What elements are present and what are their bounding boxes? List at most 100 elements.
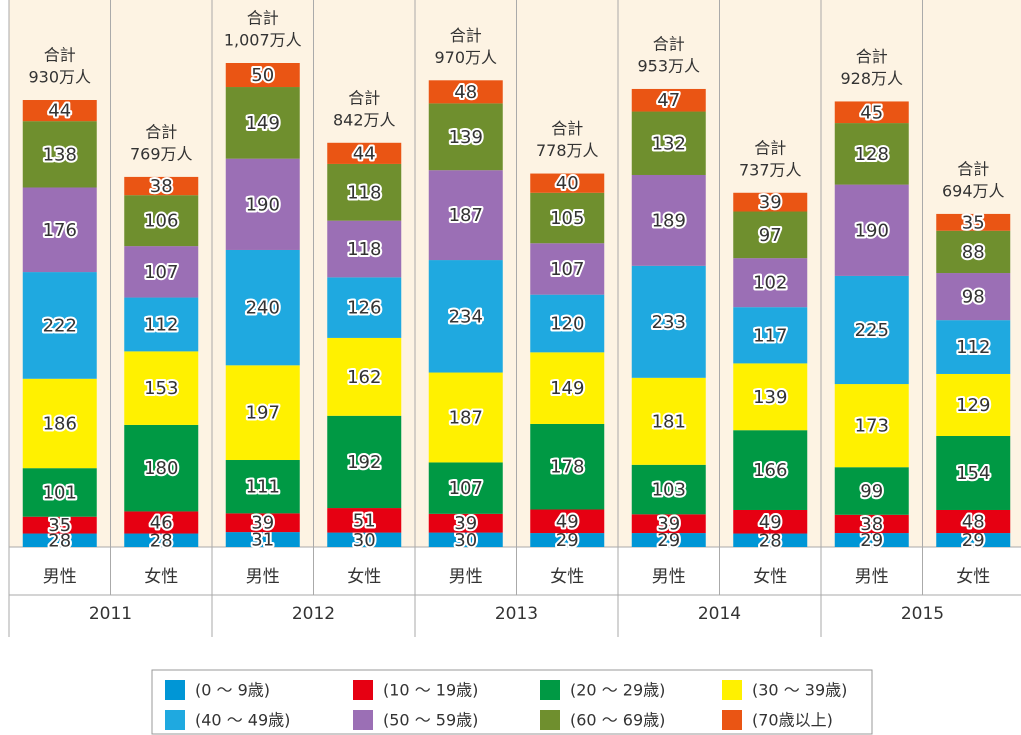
legend-swatch <box>722 680 742 700</box>
bar-segment <box>530 294 605 353</box>
bar-segment <box>631 111 706 175</box>
bar-segment <box>428 260 503 373</box>
x-tick-label: 男性 <box>855 567 889 587</box>
bar-segment <box>733 192 808 212</box>
group-label: 2015 <box>901 604 944 624</box>
data-label: 189 <box>652 210 686 231</box>
bar-segment <box>428 103 503 171</box>
data-label: 29 <box>962 530 985 551</box>
legend-label: (50 ～ 59歳) <box>383 711 478 730</box>
bar-segment <box>631 533 706 547</box>
total-label: 737万人 <box>739 160 802 179</box>
legend-label: (40 ～ 49歳) <box>195 711 290 730</box>
bar-segment <box>733 307 808 364</box>
x-tick-label: 男性 <box>449 567 483 587</box>
data-label: 186 <box>43 413 77 434</box>
data-label: 153 <box>144 378 178 399</box>
bar-segment <box>936 533 1011 547</box>
bar-segment <box>530 192 605 244</box>
x-tick-label: 女性 <box>956 567 990 587</box>
bar-segment <box>327 337 402 416</box>
bar-segment <box>22 378 97 469</box>
data-label: 120 <box>550 314 584 335</box>
data-label: 132 <box>652 133 686 154</box>
data-label: 192 <box>347 452 381 473</box>
x-tick-label: 女性 <box>550 567 584 587</box>
bar-segment <box>327 142 402 164</box>
data-label: 48 <box>454 82 477 103</box>
group-label: 2011 <box>89 604 132 624</box>
bar-segment <box>936 230 1011 274</box>
data-label: 118 <box>347 239 381 260</box>
bar-segment <box>631 514 706 534</box>
data-label: 139 <box>449 127 483 148</box>
bar-segment <box>22 121 97 188</box>
data-label: 190 <box>855 220 889 241</box>
bar-segment <box>428 372 503 463</box>
bar-segment <box>22 468 97 517</box>
data-label: 88 <box>962 242 985 263</box>
data-label: 30 <box>353 530 376 551</box>
total-title: 合計 <box>450 26 482 45</box>
total-title: 合計 <box>145 122 177 141</box>
data-label: 117 <box>753 325 787 346</box>
data-label: 105 <box>550 208 584 229</box>
bar-segment <box>124 351 199 425</box>
bar-segment <box>225 460 300 514</box>
legend-swatch <box>540 710 560 730</box>
legend-swatch <box>165 710 185 730</box>
bar-segment <box>631 174 706 266</box>
total-title: 合計 <box>856 47 888 66</box>
bar-segment <box>428 513 503 533</box>
data-label: 38 <box>860 514 883 535</box>
data-label: 197 <box>246 403 280 424</box>
data-label: 98 <box>962 287 985 308</box>
data-label: 106 <box>144 211 178 232</box>
x-tick-label: 女性 <box>753 567 787 587</box>
legend-swatch <box>165 680 185 700</box>
legend-label: (60 ～ 69歳) <box>570 711 665 730</box>
data-label: 48 <box>962 512 985 533</box>
bar-segment <box>225 365 300 461</box>
data-label: 118 <box>347 182 381 203</box>
group-label: 2013 <box>495 604 538 624</box>
data-label: 97 <box>759 225 782 246</box>
bar-segment <box>530 509 605 534</box>
bar-segment <box>327 508 402 533</box>
bar-segment <box>124 246 199 298</box>
legend-label: (30 ～ 39歳) <box>752 681 847 700</box>
data-label: 190 <box>246 194 280 215</box>
bar-segment <box>834 123 909 185</box>
total-label: 953万人 <box>637 56 700 75</box>
bar-segment <box>22 272 97 379</box>
data-label: 103 <box>652 480 686 501</box>
bar-segment <box>22 187 97 273</box>
bar-segment <box>327 163 402 221</box>
data-label: 107 <box>144 262 178 283</box>
data-label: 138 <box>43 144 77 165</box>
data-label: 129 <box>956 395 990 416</box>
bar-segment <box>428 532 503 547</box>
data-label: 44 <box>353 143 376 164</box>
data-label: 112 <box>144 314 178 335</box>
bar-segment <box>631 88 706 112</box>
total-label: 930万人 <box>28 68 91 87</box>
bar-segment <box>936 273 1011 321</box>
data-label: 139 <box>753 387 787 408</box>
group-label: 2012 <box>292 604 335 624</box>
bar-segment <box>225 513 300 533</box>
data-label: 49 <box>556 511 579 532</box>
data-label: 128 <box>855 144 889 165</box>
group-label: 2014 <box>698 604 741 624</box>
bar-segment <box>530 423 605 510</box>
data-label: 112 <box>956 337 990 358</box>
data-label: 149 <box>550 378 584 399</box>
bar-segment <box>124 195 199 247</box>
legend-label: (0 ～ 9歳) <box>195 681 270 700</box>
data-label: 173 <box>855 416 889 437</box>
legend-label: (70歳以上) <box>752 711 833 730</box>
data-label: 149 <box>246 113 280 134</box>
bar-segment <box>22 533 97 547</box>
bar-segment <box>834 384 909 468</box>
data-label: 126 <box>347 298 381 319</box>
